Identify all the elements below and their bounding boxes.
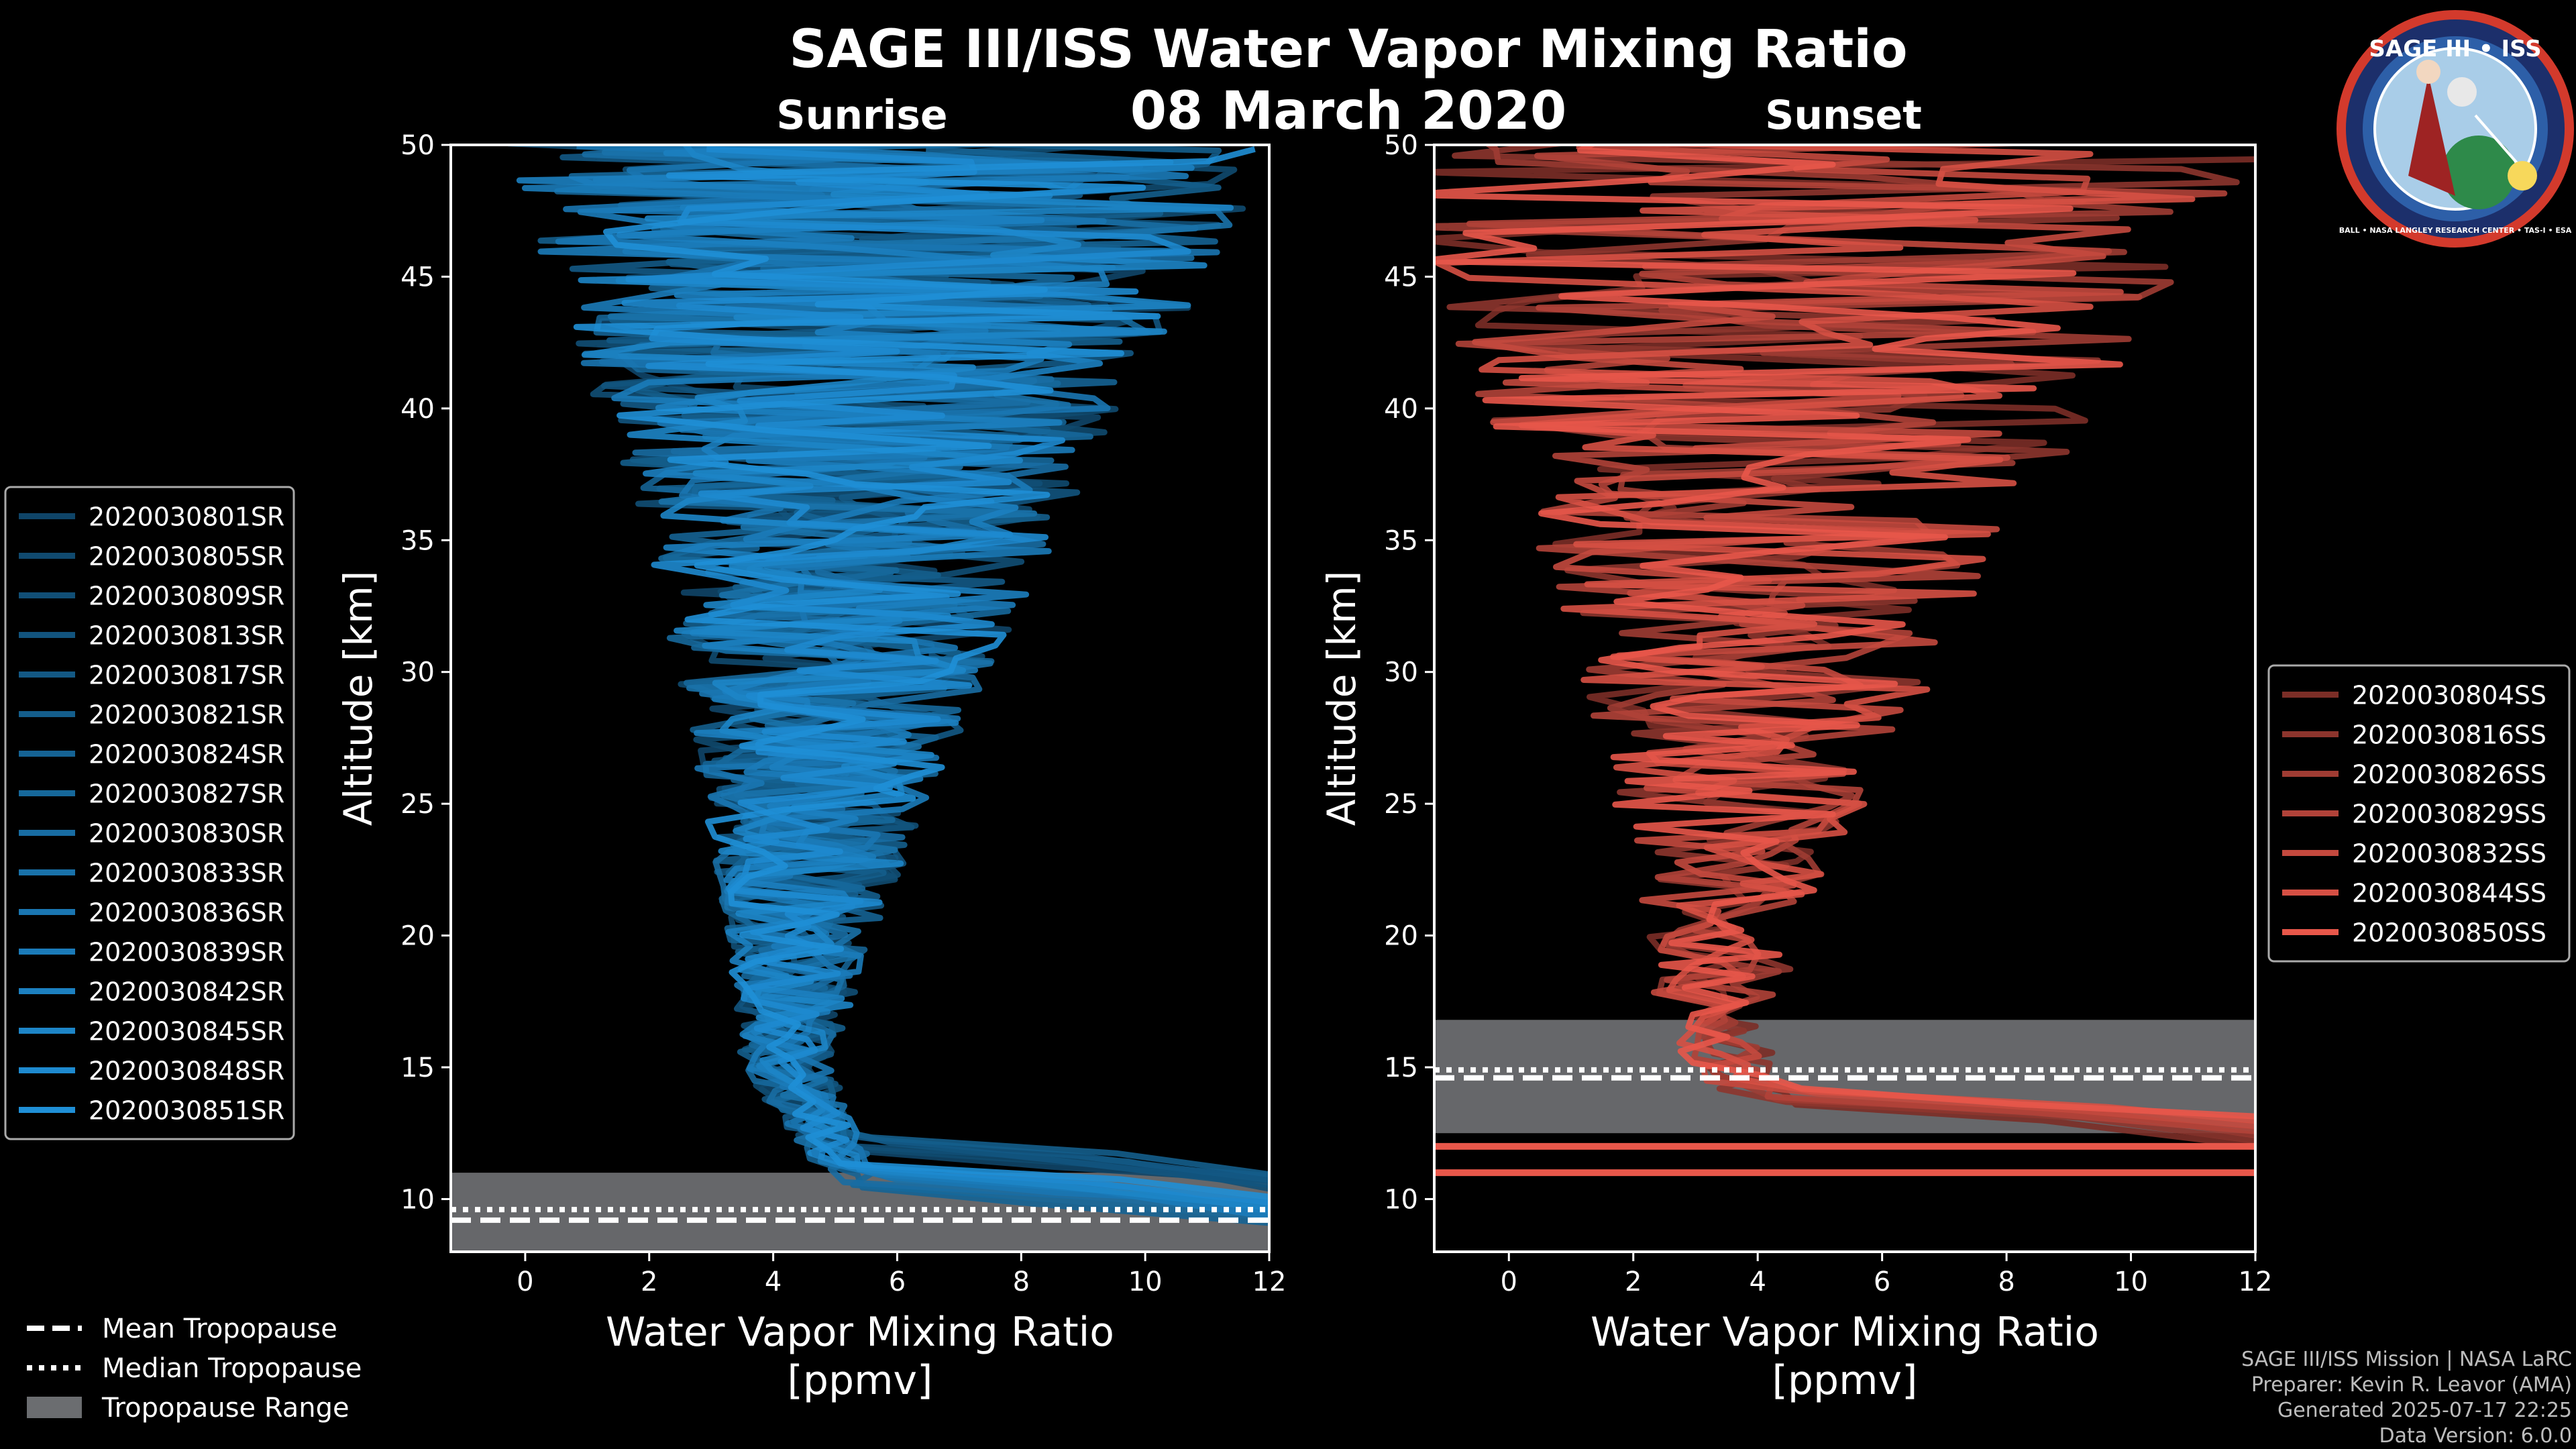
legend-entry: 2020030817SR [89,661,284,690]
x-tick-label: 8 [1998,1267,2015,1297]
sunset-legend: 2020030804SS 2020030816SS 2020030826SS 2020… [2267,664,2571,963]
footer-preparer: Preparer: Kevin R. Leavor (AMA) [2251,1373,2572,1397]
y-tick-label: 45 [400,262,435,292]
y-tick-label: 10 [1384,1184,1418,1215]
tropopause-legend-label: Tropopause Range [101,1393,350,1424]
legend-entry: 2020030821SR [89,700,284,730]
legend-entry: 2020030824SR [89,740,284,769]
sunrise-legend: 2020030801SR 2020030805SR 2020030809SR 2020… [4,486,295,1140]
y-tick-label: 25 [400,789,435,820]
x-tick-label: 0 [1501,1267,1517,1297]
y-tick-label: 15 [400,1053,435,1083]
legend-entry: 2020030832SS [2352,839,2546,869]
x-tick-label: 10 [2114,1267,2148,1297]
y-tick-label: 40 [400,394,435,425]
legend-entry: 2020030842SR [89,977,284,1007]
legend-entry: 2020030845SR [89,1017,284,1046]
legend-entry: 2020030850SS [2352,918,2546,948]
y-tick-label: 35 [1384,525,1418,556]
figure-title: SAGE III/ISS Water Vapor Mixing Ratio [789,19,1907,80]
x-tick-label: 6 [889,1267,906,1297]
y-tick-label: 50 [1384,130,1418,161]
legend-entry: 2020030816SS [2352,720,2546,750]
axes-frame [1433,144,2257,1253]
x-tick-label: 12 [1252,1267,1287,1297]
footer-version: Data Version: 6.0.0 [2379,1424,2572,1448]
legend-frame [4,486,295,1140]
tropopause-legend-label: Mean Tropopause [102,1313,337,1344]
footer-credits: SAGE III/ISS Mission | NASA LaRC Prepare… [2241,1347,2572,1449]
legend-entry: 2020030844SS [2352,879,2546,908]
legend-entry: 2020030836SR [89,898,284,928]
sage-iss-logo: SAGE III • ISS BALL • NASA LANGLEY RESEA… [2337,10,2574,248]
y-tick-label: 45 [1384,262,1418,292]
footer-generated: Generated 2025-07-17 22:25 [2277,1399,2572,1422]
profile-line-2020030844SS [1434,145,2255,1124]
legend-entry: 2020030833SR [89,859,284,888]
legend-entry: 2020030827SR [89,780,284,809]
footer-mission: SAGE III/ISS Mission | NASA LaRC [2241,1348,2572,1371]
y-tick-label: 35 [400,525,435,556]
legend-entry: 2020030813SR [89,621,284,651]
x-tick-label: 6 [1874,1267,1890,1297]
legend-entry: 2020030826SS [2352,760,2546,790]
legend-entry: 2020030851SR [89,1096,284,1126]
plot-area [451,145,1269,1252]
x-axis-label: [ppmv] [788,1357,933,1404]
legend-range-swatch [27,1397,82,1418]
axes-frame [449,144,1271,1253]
plot-area [1434,145,2255,1177]
logo-title: SAGE III • ISS [2369,36,2541,62]
x-tick-label: 2 [641,1267,657,1297]
x-axis-label: Water Vapor Mixing Ratio [606,1309,1114,1356]
y-axis-label: Altitude [km] [1319,571,1364,826]
y-tick-label: 30 [1384,657,1418,688]
x-tick-label: 4 [1749,1267,1766,1297]
legend-entry: 2020030804SS [2352,681,2546,710]
x-axis-label: [ppmv] [1772,1357,1918,1404]
x-tick-label: 8 [1013,1267,1030,1297]
profile-line-2020030851SR [573,146,1269,1200]
logo-ring-text: BALL • NASA LANGLEY RESEARCH CENTER • TA… [2339,226,2572,235]
y-tick-label: 20 [1384,921,1418,952]
y-tick-label: 25 [1384,789,1418,820]
legend-frame [2267,664,2571,963]
y-tick-label: 40 [1384,394,1418,425]
legend-entry: 2020030839SR [89,938,284,967]
legend-entry: 2020030805SR [89,542,284,572]
y-axis-label: Altitude [km] [335,571,381,826]
y-tick-label: 50 [400,130,435,161]
y-tick-label: 10 [400,1184,435,1215]
panel-title: Sunset [1765,92,1922,139]
x-tick-label: 12 [2239,1267,2273,1297]
tropopause-legend-label: Median Tropopause [102,1353,362,1384]
tropopause-legend: Mean Tropopause Median Tropopause Tropopau… [27,1313,362,1424]
y-tick-label: 15 [1384,1053,1418,1083]
x-tick-label: 4 [765,1267,782,1297]
sunset-panel: 0 2 4 6 8 10 12 10 15 20 25 30 35 40 45 50 Sunset Water V… [1319,92,2273,1404]
legend-entry: 2020030848SR [89,1057,284,1086]
x-tick-label: 2 [1625,1267,1642,1297]
profile-line-2020030850SS [1434,145,2255,1120]
y-tick-label: 30 [400,657,435,688]
x-tick-label: 0 [517,1267,533,1297]
legend-entry: 2020030830SR [89,819,284,849]
x-axis-label: Water Vapor Mixing Ratio [1591,1309,2099,1356]
legend-entry: 2020030801SR [89,502,284,532]
legend-entry: 2020030809SR [89,582,284,611]
x-tick-label: 10 [1128,1267,1163,1297]
panel-title: Sunrise [776,92,947,139]
y-tick-label: 20 [400,921,435,952]
sunrise-panel: 0 2 4 6 8 10 12 10 15 20 25 30 35 40 45 50 Sunrise Water … [335,92,1287,1404]
figure-date: 08 March 2020 [1130,81,1566,142]
legend-entry: 2020030829SS [2352,800,2546,829]
